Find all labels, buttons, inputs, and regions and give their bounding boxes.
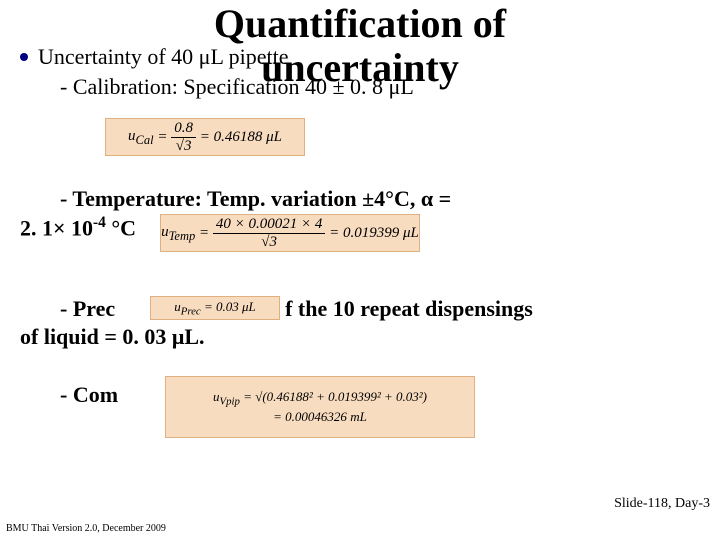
formula-precision: uPrec = 0.03 μL — [150, 296, 280, 320]
formula-temperature: uTemp = 40 × 0.00021 × 4√3 = 0.019399 μL — [160, 214, 420, 252]
calibration-text: - Calibration: Specification 40 ± 0. 8 μ… — [60, 74, 414, 100]
formula-comb-bot: = 0.00046326 mL — [273, 409, 367, 425]
formula-combined: uVpip = √(0.46188² + 0.019399² + 0.03²) … — [165, 376, 475, 438]
precision-before: - Prec — [60, 296, 115, 321]
temperature-line2: 2. 1× 10-4 °C — [20, 214, 136, 241]
precision-line2: of liquid = 0. 03 μL. — [20, 324, 205, 350]
footer-version: BMU Thai Version 2.0, December 2009 — [6, 523, 166, 534]
bullet-text: Uncertainty of 40 μL pipette — [38, 44, 288, 70]
formula-calibration: uCal = 0.8√3 = 0.46188 μL — [105, 118, 305, 156]
formula-cal-content: uCal = 0.8√3 = 0.46188 μL — [128, 120, 282, 155]
formula-comb-content: uVpip = √(0.46188² + 0.019399² + 0.03²) … — [213, 389, 427, 426]
formula-temp-content: uTemp = 40 × 0.00021 × 4√3 = 0.019399 μL — [161, 216, 419, 251]
combined-label: - Com — [60, 382, 118, 408]
title-line1: Quantification of — [0, 2, 720, 46]
precision-after: f the 10 repeat dispensings — [285, 296, 533, 321]
footer-slide-number: Slide-118, Day-3 — [614, 496, 710, 512]
bullet-item: Uncertainty of 40 μL pipette — [20, 44, 288, 70]
formula-prec-content: uPrec = 0.03 μL — [174, 299, 256, 318]
formula-comb-top: uVpip = √(0.46188² + 0.019399² + 0.03²) — [213, 389, 427, 408]
bullet-icon — [20, 53, 28, 61]
temperature-line1: - Temperature: Temp. variation ±4°C, α = — [60, 186, 700, 212]
